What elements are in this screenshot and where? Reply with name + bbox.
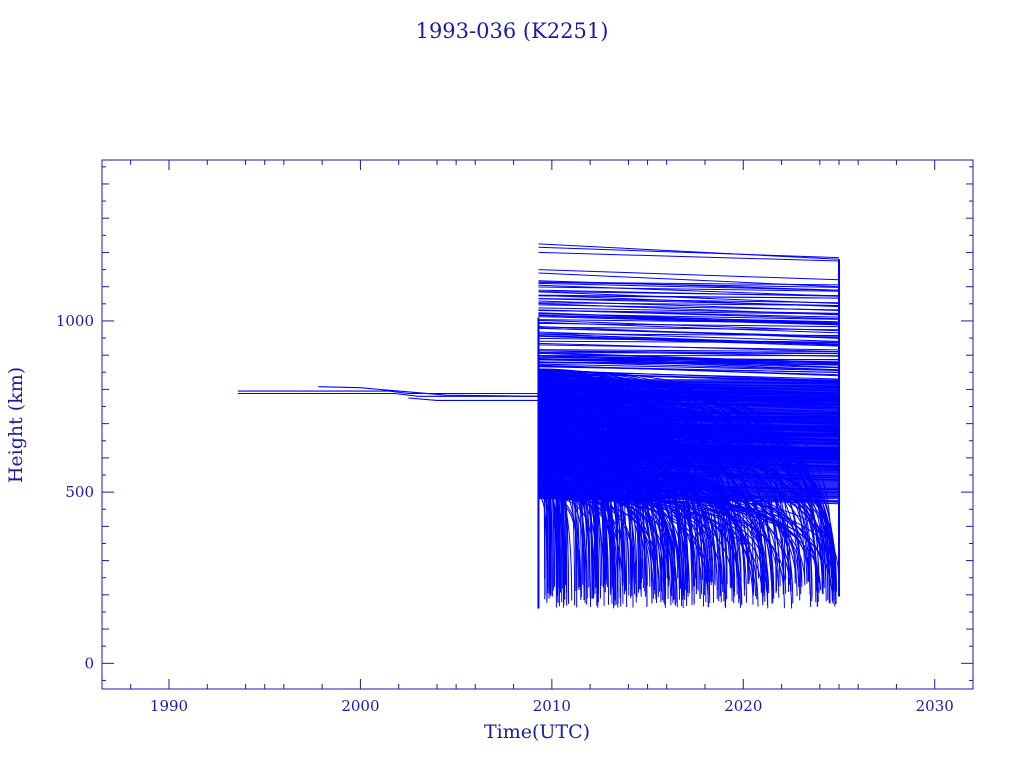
debris-trace (538, 246, 840, 259)
plot-frame (101, 159, 974, 690)
debris-trace (538, 303, 840, 316)
debris-trace (538, 349, 840, 353)
debris-trace (538, 281, 840, 288)
debris-trace (538, 269, 840, 281)
x-tick-label: 2000 (341, 697, 379, 715)
y-tick-label: 500 (65, 483, 94, 501)
x-tick-label: 2010 (533, 697, 571, 715)
parent-object-trace (237, 386, 539, 401)
debris-trace (538, 364, 840, 377)
debris-trace (538, 243, 840, 260)
debris-trace (538, 352, 840, 355)
y-axis-label: Height (km) (5, 367, 27, 483)
debris-dense-band (538, 379, 839, 499)
debris-trace (538, 300, 840, 311)
debris-trace (538, 358, 840, 369)
debris-trace (538, 361, 840, 371)
x-tick-label: 1990 (150, 697, 188, 715)
debris-trace (538, 309, 840, 318)
debris-trace (538, 335, 840, 347)
debris-trace (538, 251, 840, 262)
axis-ticks: 1990 2000 2010 2020 2030 0 500 1000 (56, 160, 974, 715)
debris-trace (538, 355, 840, 368)
debris-trace (538, 496, 548, 600)
debris-trace (538, 282, 840, 291)
x-tick-label: 2030 (916, 697, 954, 715)
x-tick-label: 2020 (724, 697, 762, 715)
debris-trace (538, 359, 840, 366)
debris-trace (538, 316, 840, 326)
debris-trace (538, 284, 840, 297)
debris-trace (538, 335, 840, 346)
y-tick-label: 0 (84, 654, 94, 672)
parent-trace (408, 397, 539, 401)
debris-trace (538, 340, 840, 344)
parent-trace (318, 386, 539, 397)
debris-trace (538, 327, 840, 338)
debris-trace (538, 321, 840, 334)
parent-trace (237, 392, 539, 397)
x-axis-label: Time(UTC) (484, 721, 590, 743)
debris-trace (538, 363, 840, 371)
debris-trace (538, 286, 840, 292)
parent-trace (237, 390, 539, 395)
debris-traces (537, 243, 840, 609)
debris-trace (538, 342, 840, 353)
y-tick-label: 1000 (56, 312, 94, 330)
debris-trace (538, 298, 840, 307)
debris-trace (538, 352, 840, 363)
debris-trace (538, 295, 840, 299)
debris-trace (538, 281, 840, 286)
debris-trace (538, 291, 840, 297)
debris-trace (538, 333, 840, 336)
chart-title: 1993-036 (K2251) (416, 19, 609, 43)
debris-trace (538, 319, 840, 332)
debris-trace (538, 307, 840, 314)
debris-trace (538, 314, 840, 323)
